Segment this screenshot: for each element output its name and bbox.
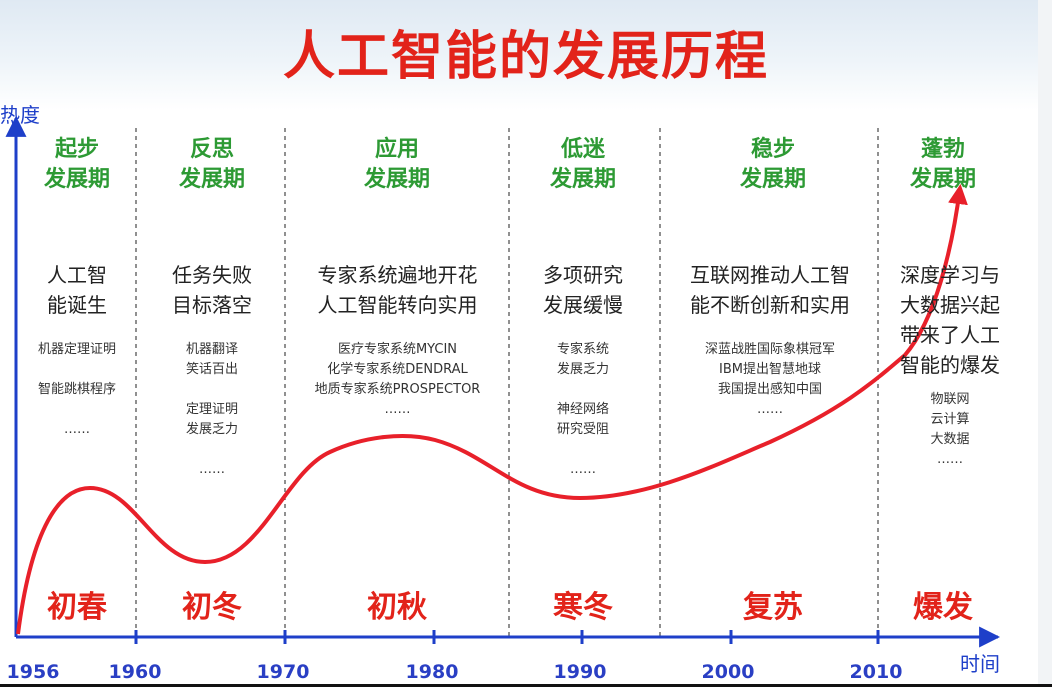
season-label: 寒冬 [553,590,613,625]
season-label: 复苏 [743,590,803,625]
phase-main-text: 多项研究 发展缓慢 [543,263,623,317]
phase-name: 起步 [54,137,99,162]
phase-details: 医疗专家系统MYCIN 化学专家系统DENDRAL 地质专家系统PROSPECT… [314,342,481,417]
phase-name: 低迷 [560,137,605,162]
year-label: 1956 [6,661,60,683]
phase-name: 反思 [189,137,234,162]
year-label: 1980 [405,661,459,683]
year-label: 1970 [256,661,310,683]
season-label: 初秋 [367,590,427,625]
year-label: 2000 [701,661,755,683]
phase-name: 发展期 [363,167,430,192]
phase-name: 稳步 [750,137,795,162]
phase-details: 机器翻译 笑话百出 定理证明 发展乏力 …… [185,342,238,477]
phase-name: 应用 [374,137,419,162]
page-title: 人工智能的发展历程 [282,27,769,87]
year-ticks [134,630,880,644]
phase-main-text: 专家系统遍地开花 人工智能转向实用 [317,263,478,317]
bottom-border [0,684,1052,687]
phase-main-text: 任务失败 目标落空 [172,263,252,317]
phase-title: 反思 发展期 [137,135,287,195]
x-axis-label: 时间 [960,652,1000,676]
phase-name: 发展期 [739,167,806,192]
season-label: 初冬 [182,590,242,625]
year-label: 2010 [849,661,903,683]
season-label: 爆发 [913,590,973,625]
phase-title: 起步 发展期 [2,135,152,195]
phase-main-text: 互联网推动人工智 能不断创新和实用 [690,263,850,317]
heat-curve [16,184,968,635]
phase-name: 发展期 [909,167,976,192]
phase-name: 蓬勃 [920,137,965,162]
header-background [0,0,1052,110]
year-label: 1990 [553,661,607,683]
phase-name: 发展期 [43,167,110,192]
season-label: 初春 [47,590,107,625]
phase-title: 应用 发展期 [322,135,472,195]
phase-name: 发展期 [549,167,616,192]
phase-details: 深蓝战胜国际象棋冠军 IBM提出智慧地球 我国提出感知中国 …… [704,342,835,417]
phase-title: 稳步 发展期 [698,135,848,195]
phase-details: 机器定理证明 智能跳棋程序 …… [37,342,116,437]
phase-name: 发展期 [178,167,245,192]
phase-details: 专家系统 发展乏力 神经网络 研究受阻 …… [556,342,609,477]
phase-main-text: 深度学习与 大数据兴起 带来了人工 智能的爆发 [900,263,1000,377]
right-edge-strip [1038,0,1052,687]
year-label: 1960 [108,661,162,683]
phase-title: 蓬勃 发展期 [868,135,1018,195]
phase-title: 低迷 发展期 [508,135,658,195]
phase-main-text: 人工智 能诞生 [47,263,107,317]
phase-details: 物联网 云计算 大数据 …… [930,392,970,467]
y-axis-label: 热度 [0,103,40,127]
